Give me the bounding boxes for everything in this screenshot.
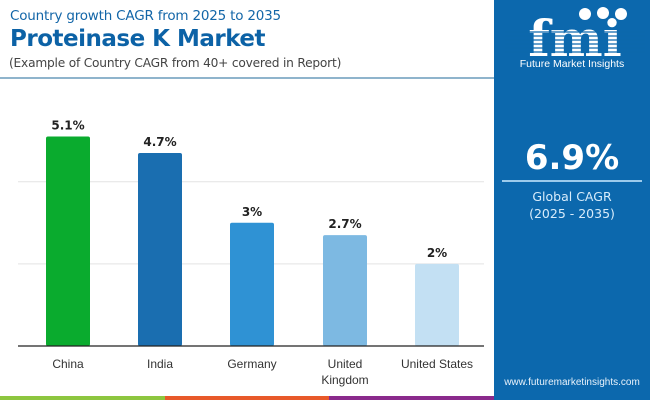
bar-china — [46, 136, 90, 346]
logo-letters: fmi — [528, 9, 621, 68]
page-subtitle: Country growth CAGR from 2025 to 2035 — [10, 8, 281, 24]
data-label: 3% — [242, 205, 262, 219]
data-label: 4.7% — [143, 135, 176, 149]
x-tick-label: China — [52, 357, 84, 371]
sidebar-panel — [494, 0, 650, 400]
fmi-logo: fmi — [505, 7, 645, 68]
bar-united-kingdom — [323, 235, 367, 346]
footer-strip-segment — [329, 396, 494, 400]
bar-chart: 5.1% China 4.7% India 3% Germany 2.7% United Kin… — [18, 119, 484, 387]
x-tick-label: Kingdom — [321, 373, 368, 387]
bar-united-states — [415, 263, 459, 346]
x-tick-label: Germany — [227, 357, 276, 371]
footer-strip-segment — [164, 396, 330, 400]
globe-icon-asia — [615, 8, 627, 20]
data-label: 2% — [427, 246, 447, 260]
chart-note: (Example of Country CAGR from 40+ covere… — [9, 56, 342, 70]
website-url[interactable]: www.futuremarketinsights.com — [504, 377, 640, 388]
bar-india — [138, 152, 182, 346]
footer-strip-segment — [0, 396, 165, 400]
data-label: 5.1% — [51, 119, 84, 133]
globe-icon-americas — [579, 8, 591, 20]
global-cagr-value: 6.9% — [524, 138, 620, 178]
x-tick-label: India — [147, 357, 173, 371]
global-cagr-period: (2025 - 2035) — [529, 206, 615, 221]
global-cagr-label: Global CAGR — [532, 189, 612, 204]
page-title: Proteinase K Market — [10, 26, 266, 52]
global-cagr-divider — [502, 180, 642, 182]
data-label: 2.7% — [328, 217, 361, 231]
bar-germany — [230, 222, 274, 346]
logo-text: Future Market Insights — [519, 58, 625, 70]
x-tick-label: United — [328, 357, 363, 371]
header-separator — [0, 77, 494, 79]
globe-icon-europe — [597, 7, 609, 19]
x-tick-label: United States — [401, 357, 473, 371]
